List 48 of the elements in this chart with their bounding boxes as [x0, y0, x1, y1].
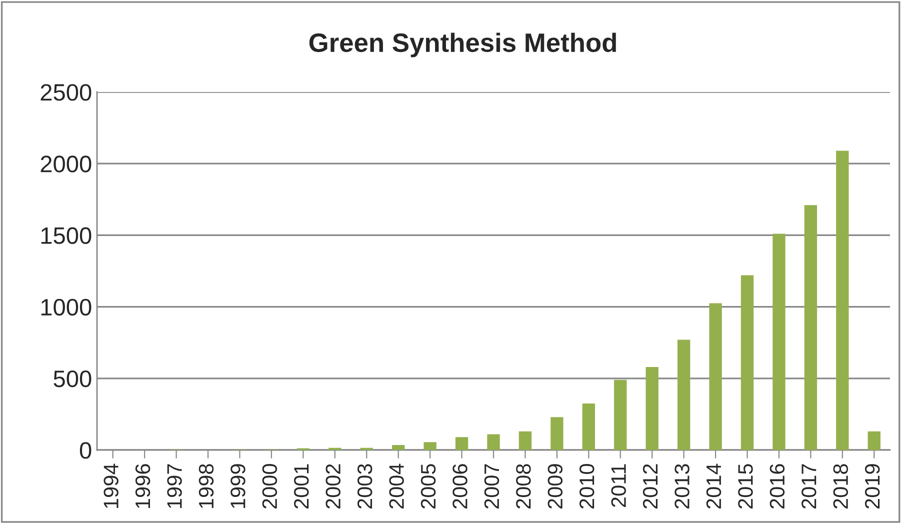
y-tick-label: 1500 — [41, 227, 92, 244]
chart-title: Green Synthesis Method — [309, 32, 616, 58]
bar — [677, 340, 690, 450]
x-tick-label: 2009 — [548, 464, 563, 508]
y-tick-label: 2500 — [40, 84, 92, 101]
x-tick-label: 2014 — [706, 464, 722, 508]
bar — [550, 417, 564, 450]
bar — [582, 403, 596, 450]
x-tick-label: 2018 — [833, 464, 848, 508]
x-tick-label: 1999 — [230, 464, 246, 508]
y-tick-label: 2000 — [40, 156, 92, 172]
bar — [709, 303, 722, 450]
x-tick-label: 2008 — [516, 464, 531, 508]
y-tick-label: 500 — [54, 370, 92, 388]
x-tick-label: 2004 — [389, 464, 404, 508]
x-tick-label: 2000 — [262, 464, 278, 508]
bar — [455, 437, 468, 450]
x-tick-label: 1997 — [167, 464, 182, 508]
bar — [424, 442, 436, 450]
bar — [804, 205, 818, 450]
bar — [518, 431, 532, 450]
x-tick-label: 2010 — [580, 464, 594, 508]
x-tick-label: 1998 — [198, 464, 214, 508]
x-tick-label: 2017 — [802, 464, 816, 508]
x-tick-label: 2019 — [864, 464, 880, 508]
bar — [836, 150, 849, 450]
bar — [392, 444, 405, 450]
y-tick-label: 1000 — [41, 298, 92, 316]
x-tick-label: 2006 — [452, 464, 468, 508]
x-tick-label: 2002 — [326, 464, 340, 508]
x-tick-label: 2012 — [642, 464, 658, 508]
x-tick-label: 2013 — [674, 464, 690, 508]
x-tick-label: 2015 — [738, 464, 753, 508]
x-tick-label: 1996 — [135, 464, 150, 508]
x-tick-label: 2003 — [357, 464, 372, 508]
x-tick-label: 2011 — [611, 464, 626, 507]
bar — [614, 380, 627, 450]
bar — [740, 275, 754, 450]
x-tick-label: 2016 — [770, 464, 785, 508]
bar — [868, 431, 880, 450]
x-tick-label: 1994 — [104, 464, 118, 508]
bar — [646, 366, 658, 450]
bar — [487, 434, 500, 450]
x-tick-label: 2007 — [484, 464, 500, 508]
x-tick-label: 2005 — [420, 464, 436, 508]
y-tick-label: 0 — [80, 442, 92, 459]
x-tick-label: 2001 — [294, 464, 309, 508]
bar — [772, 234, 786, 450]
